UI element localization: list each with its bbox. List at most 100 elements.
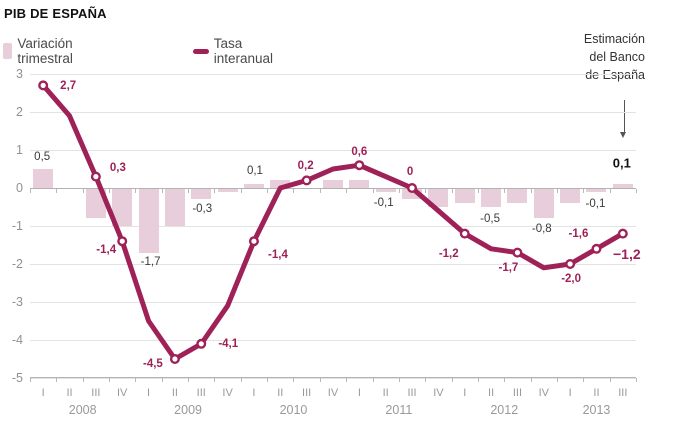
bar-quarter-0 — [33, 169, 54, 188]
bar-quarter-16 — [454, 189, 475, 204]
bar-quarter-20 — [560, 189, 581, 204]
bar-quarter-14 — [402, 189, 423, 200]
quarterly-variation-swatch — [3, 43, 13, 59]
bar-quarter-15 — [428, 189, 449, 207]
quarter-tick-label: I — [252, 387, 256, 399]
line-value-label: -1,7 — [498, 261, 519, 274]
y-tick-label: -2 — [11, 257, 23, 271]
y-tick-label: 1 — [16, 143, 23, 157]
x-axis-tick — [135, 378, 136, 382]
year-label: 2010 — [279, 403, 308, 417]
zero-line-tick — [531, 189, 532, 193]
line-value-label: 0,2 — [297, 160, 314, 173]
bar-value-label: 0,5 — [34, 151, 51, 163]
year-label: 2013 — [582, 403, 611, 417]
bar-quarter-22 — [612, 184, 633, 188]
line-marker-quarter-20 — [565, 258, 576, 269]
year-label: 2008 — [68, 403, 97, 417]
x-axis-tick — [636, 378, 637, 382]
zero-line-tick — [30, 189, 31, 193]
quarter-tick-label: I — [147, 387, 151, 399]
bar-quarter-17 — [481, 189, 502, 207]
x-axis-tick — [293, 378, 294, 382]
gridline — [30, 264, 636, 265]
bar-value-label: 0,1 — [246, 165, 263, 178]
quarter-tick-label: II — [382, 387, 389, 399]
x-axis-tick — [478, 378, 479, 382]
quarter-tick-label: II — [66, 387, 73, 399]
zero-line-tick — [293, 189, 294, 193]
line-marker-quarter-12 — [354, 160, 365, 171]
quarter-tick-label: I — [41, 387, 45, 399]
line-marker-quarter-8 — [248, 236, 259, 247]
quarter-tick-label: I — [463, 387, 467, 399]
chart-title: PIB DE ESPAÑA — [4, 6, 107, 21]
zero-line — [30, 188, 636, 189]
quarter-tick-label: II — [171, 387, 178, 399]
bank-of-spain-estimate-note: Estimación del Banco de España — [583, 32, 645, 82]
x-axis-tick — [83, 378, 84, 382]
line-value-label: -4,5 — [142, 358, 163, 370]
line-marker-quarter-18 — [512, 247, 523, 258]
legend-item-yoy-rate: Tasa interanual — [193, 36, 279, 66]
gridline — [30, 340, 636, 341]
line-value-label: -1,6 — [568, 227, 589, 240]
line-marker-quarter-10 — [301, 175, 312, 186]
zero-line-tick — [452, 189, 453, 193]
year-label: 2012 — [490, 403, 519, 417]
x-axis-tick — [56, 378, 57, 382]
line-value-label: -1,2 — [438, 247, 459, 260]
bar-quarter-18 — [507, 189, 528, 204]
line-value-label: 0,3 — [109, 161, 126, 174]
gridline — [30, 378, 636, 379]
bar-quarter-7 — [217, 189, 238, 192]
quarter-tick-label: IV — [433, 387, 444, 399]
bar-quarter-6 — [191, 189, 212, 200]
x-axis-tick — [241, 378, 242, 382]
x-axis-tick — [610, 378, 611, 382]
bar-quarter-12 — [349, 180, 370, 188]
year-label: 2011 — [385, 403, 413, 417]
line-marker-quarter-2 — [90, 171, 101, 182]
bar-value-label: -0,5 — [480, 213, 500, 225]
bar-quarter-13 — [375, 189, 396, 192]
quarter-tick-label: III — [618, 387, 628, 399]
quarter-tick-label: III — [407, 387, 417, 399]
y-tick-label: -3 — [11, 295, 23, 309]
quarter-tick-label: IV — [538, 387, 549, 399]
y-tick-label: -5 — [11, 371, 23, 385]
line-value-label: −1,2 — [612, 245, 641, 262]
zero-line-tick — [109, 189, 110, 193]
bar-quarter-4 — [138, 189, 159, 253]
plot-area: 3 2 1 0 -1 -2 -3 -4 -5 2,7 0,3 -1,4 -4,5 -4,1 -1,4 0,2 0… — [12, 67, 641, 385]
x-axis-tick — [109, 378, 110, 382]
gridline — [30, 150, 636, 151]
x-axis-tick — [320, 378, 321, 382]
line-value-label: 2,7 — [60, 80, 77, 93]
zero-line-tick — [346, 189, 347, 193]
y-tick-label: 3 — [16, 67, 23, 81]
bar-quarter-21 — [586, 189, 607, 192]
gridline — [30, 112, 636, 113]
line-value-label: 0 — [406, 166, 414, 178]
x-axis-tick — [162, 378, 163, 382]
legend-label: Variación trimestral — [17, 36, 73, 66]
zero-line-tick — [56, 189, 57, 193]
x-axis-tick — [531, 378, 532, 382]
line-marker-quarter-6 — [196, 338, 207, 349]
quarter-tick-label: III — [91, 387, 101, 399]
x-axis-tick — [399, 378, 400, 382]
line-value-label: -1,4 — [96, 244, 117, 257]
x-axis-tick — [504, 378, 505, 382]
quarter-tick-label: III — [196, 387, 206, 399]
x-axis-tick — [30, 378, 31, 382]
quarter-tick-label: IV — [117, 387, 128, 399]
bar-value-label: -0,1 — [373, 196, 394, 209]
bar-quarter-3 — [112, 189, 133, 226]
quarter-tick-label: III — [302, 387, 312, 399]
zero-line-tick — [373, 189, 374, 193]
x-axis-tick — [373, 378, 374, 382]
quarter-tick-label: I — [568, 387, 572, 399]
line-value-label: -4,1 — [218, 337, 239, 350]
